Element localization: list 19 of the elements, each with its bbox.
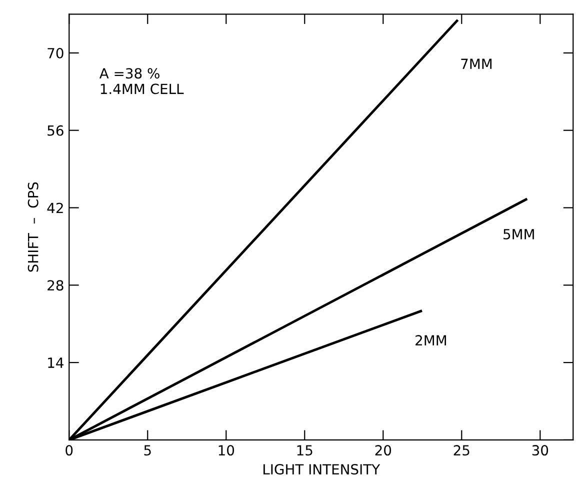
annotation: A =38 % [99, 68, 160, 79]
x-axis-title: LIGHT INTENSITY [264, 464, 380, 475]
series-label: 2MM [416, 335, 446, 346]
x-tick-label: 10 [218, 445, 234, 456]
x-tick-label: 0 [66, 445, 73, 456]
y-tick-label: 42 [47, 202, 63, 214]
y-tick-label: 28 [48, 280, 64, 291]
y-tick-label: 56 [48, 125, 64, 136]
x-tick-label: 5 [144, 445, 151, 456]
y-axis-title: SHIFT – CPS [28, 182, 38, 272]
y-tick-label: 14 [48, 358, 64, 368]
text: 7MM [461, 58, 492, 69]
x-tick-label: 15 [297, 445, 312, 456]
series-label: 5MM [504, 229, 534, 240]
x-tick-label: 20 [375, 445, 392, 456]
x-tick-label: 25 [454, 445, 470, 456]
y-tick-label: 70 [48, 48, 64, 58]
x-tick-label: 30 [532, 445, 548, 456]
annotation: 1.4MM CELL [100, 84, 184, 94]
